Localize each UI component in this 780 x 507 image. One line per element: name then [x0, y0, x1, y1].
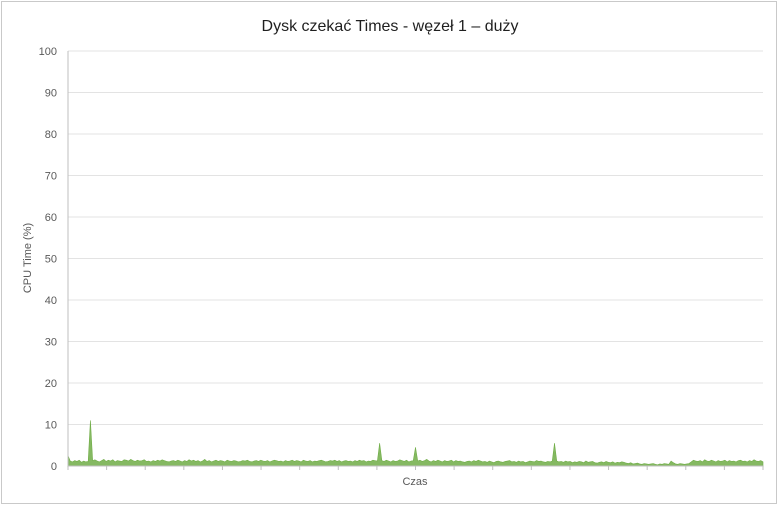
y-tick-label: 30: [45, 337, 57, 349]
y-axis-title: CPU Time (%): [22, 223, 34, 293]
series-group: [67, 420, 764, 467]
y-tick-label: 90: [45, 88, 57, 100]
grid-lines: [68, 50, 763, 425]
y-tick-label: 80: [45, 129, 57, 141]
y-tick-label: 10: [45, 420, 57, 432]
chart-title: Dysk czekać Times - węzeł 1 – duży: [262, 18, 519, 35]
y-tick-label: 50: [45, 254, 57, 266]
series-area: [67, 420, 764, 467]
y-tick-label: 40: [45, 295, 57, 307]
y-tick-label: 70: [45, 171, 57, 183]
y-tick-label: 20: [45, 378, 57, 390]
y-tick-label: 60: [45, 212, 57, 224]
x-axis-title: Czas: [402, 476, 428, 488]
y-tick-label: 0: [51, 461, 57, 473]
y-tick-labels: 0 10 20 30 40 50 60 70 80 90 100: [39, 46, 57, 473]
y-tick-label: 100: [39, 46, 57, 58]
x-tick-marks: [67, 466, 764, 470]
